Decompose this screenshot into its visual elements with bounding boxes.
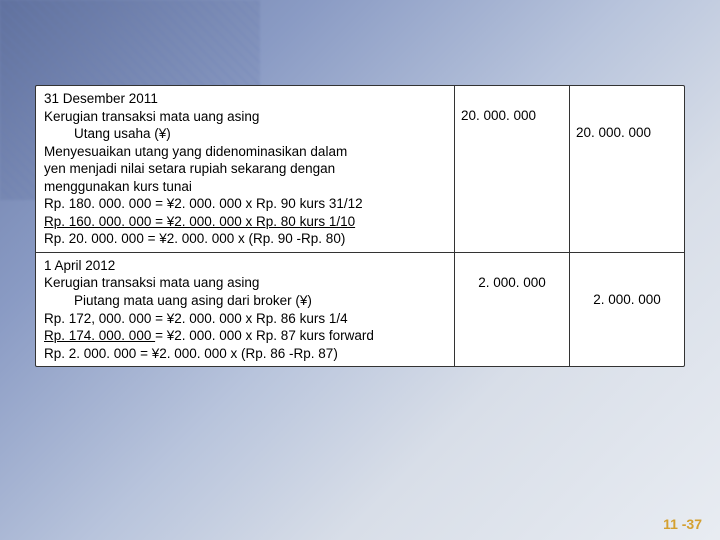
- entry-title: Kerugian transaksi mata uang asing: [44, 108, 446, 126]
- amount-column-2: 2. 000. 000: [569, 253, 684, 366]
- entry-description: 1 April 2012 Kerugian transaksi mata uan…: [36, 253, 454, 366]
- entry-text: Menyesuaikan utang yang didenominasikan …: [44, 143, 446, 161]
- entry-date: 1 April 2012: [44, 257, 446, 275]
- entry-date: 31 Desember 2011: [44, 90, 446, 108]
- entry-calc: Rp. 172, 000. 000 = ¥2. 000. 000 x Rp. 8…: [44, 310, 446, 328]
- page-number: 11 -37: [663, 516, 702, 532]
- entry-description: 31 Desember 2011 Kerugian transaksi mata…: [36, 86, 454, 252]
- entry-title: Kerugian transaksi mata uang asing: [44, 274, 446, 292]
- entry-calc: Rp. 160. 000. 000 = ¥2. 000. 000 x Rp. 8…: [44, 213, 446, 231]
- entry-subtitle: Piutang mata uang asing dari broker (¥): [44, 292, 446, 310]
- amount-column-2: 20. 000. 000: [569, 86, 684, 252]
- amount-value: 20. 000. 000: [576, 124, 678, 142]
- entry-text: menggunakan kurs tunai: [44, 178, 446, 196]
- entry-calc: Rp. 20. 000. 000 = ¥2. 000. 000 x (Rp. 9…: [44, 230, 446, 248]
- entry-text: yen menjadi nilai setara rupiah sekarang…: [44, 160, 446, 178]
- table-row: 31 Desember 2011 Kerugian transaksi mata…: [36, 86, 684, 253]
- amount-column-1: 2. 000. 000: [454, 253, 569, 366]
- entry-calc: Rp. 180. 000. 000 = ¥2. 000. 000 x Rp. 9…: [44, 195, 446, 213]
- entry-calc: Rp. 174. 000. 000 = ¥2. 000. 000 x Rp. 8…: [44, 327, 446, 345]
- entry-subtitle: Utang usaha (¥): [44, 125, 446, 143]
- amount-value: 20. 000. 000: [461, 107, 563, 125]
- content-table: 31 Desember 2011 Kerugian transaksi mata…: [35, 85, 685, 367]
- table-row: 1 April 2012 Kerugian transaksi mata uan…: [36, 253, 684, 366]
- amount-value: 2. 000. 000: [576, 291, 678, 309]
- amount-column-1: 20. 000. 000: [454, 86, 569, 252]
- entry-calc: Rp. 2. 000. 000 = ¥2. 000. 000 x (Rp. 86…: [44, 345, 446, 363]
- amount-value: 2. 000. 000: [461, 274, 563, 292]
